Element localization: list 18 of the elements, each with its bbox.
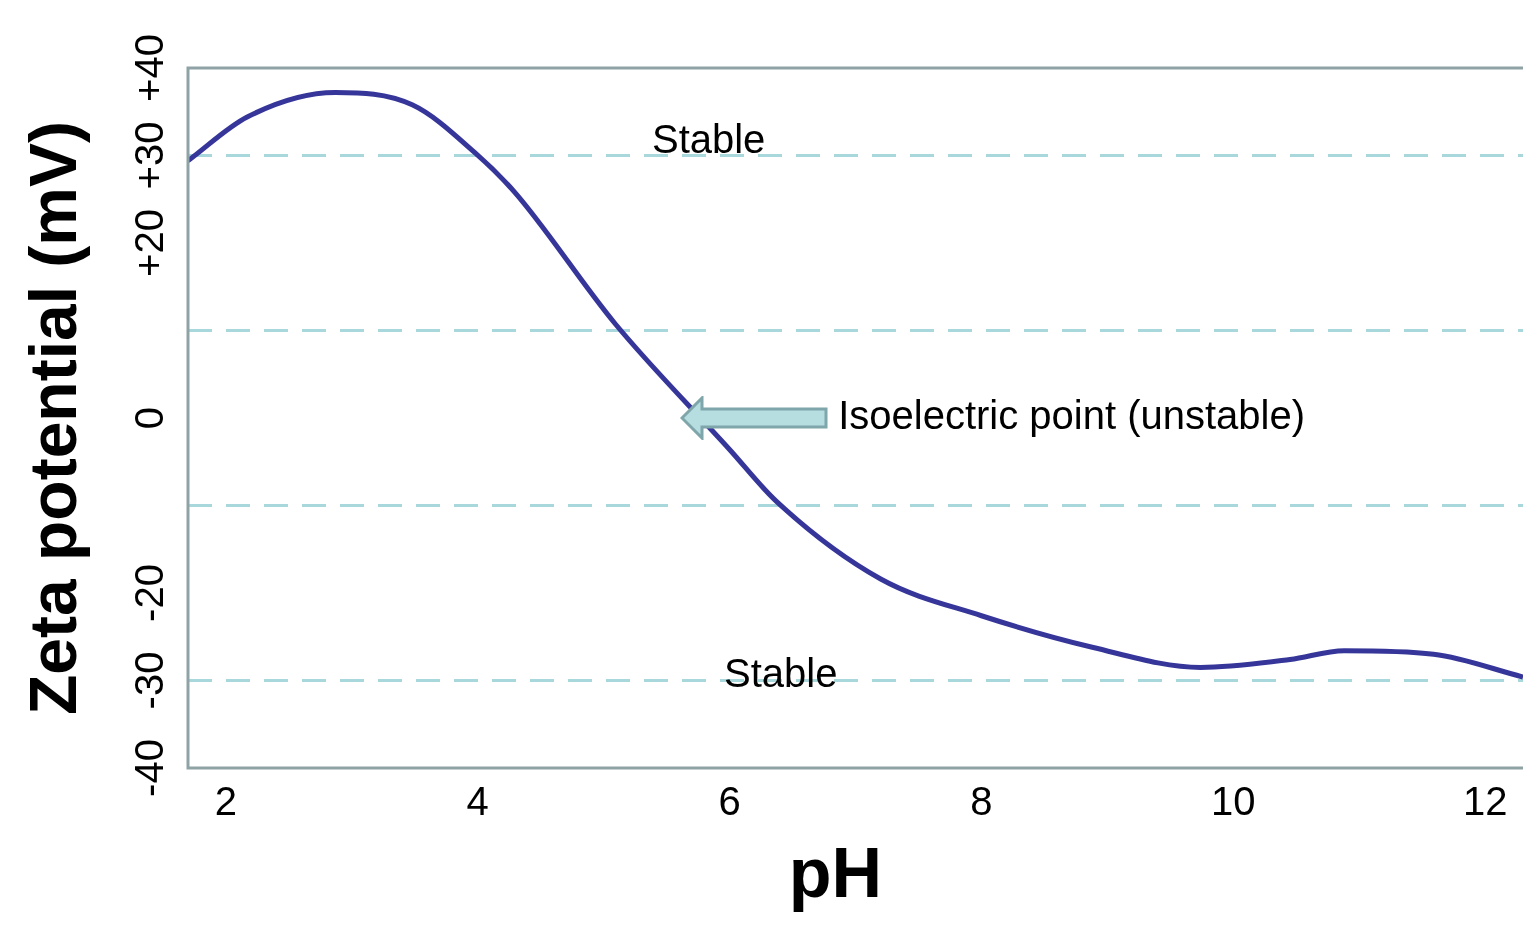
y-axis-title: Zeta potential (mV) [16, 120, 91, 716]
y-tick-label: -20 [127, 564, 172, 622]
y-tick-label: +30 [127, 121, 172, 190]
x-tick-label: 8 [970, 779, 993, 824]
y-tick-label: -40 [127, 739, 172, 797]
x-tick-label: 12 [1462, 779, 1508, 824]
x-tick-label: 4 [466, 779, 489, 824]
y-tick-label: +20 [127, 209, 172, 277]
annotation: Stable [651, 116, 766, 161]
x-tick-label: 10 [1211, 779, 1256, 824]
x-tick-label: 6 [718, 779, 741, 824]
x-axis-title: pH [788, 834, 883, 913]
y-tick-label: -30 [127, 651, 172, 710]
y-tick-label: +40 [127, 34, 172, 102]
annotation: Stable [724, 650, 838, 695]
annotation: Isoelectric point (unstable) [838, 393, 1306, 438]
y-tick-label: 0 [127, 406, 172, 430]
x-tick-label: 2 [214, 779, 237, 824]
